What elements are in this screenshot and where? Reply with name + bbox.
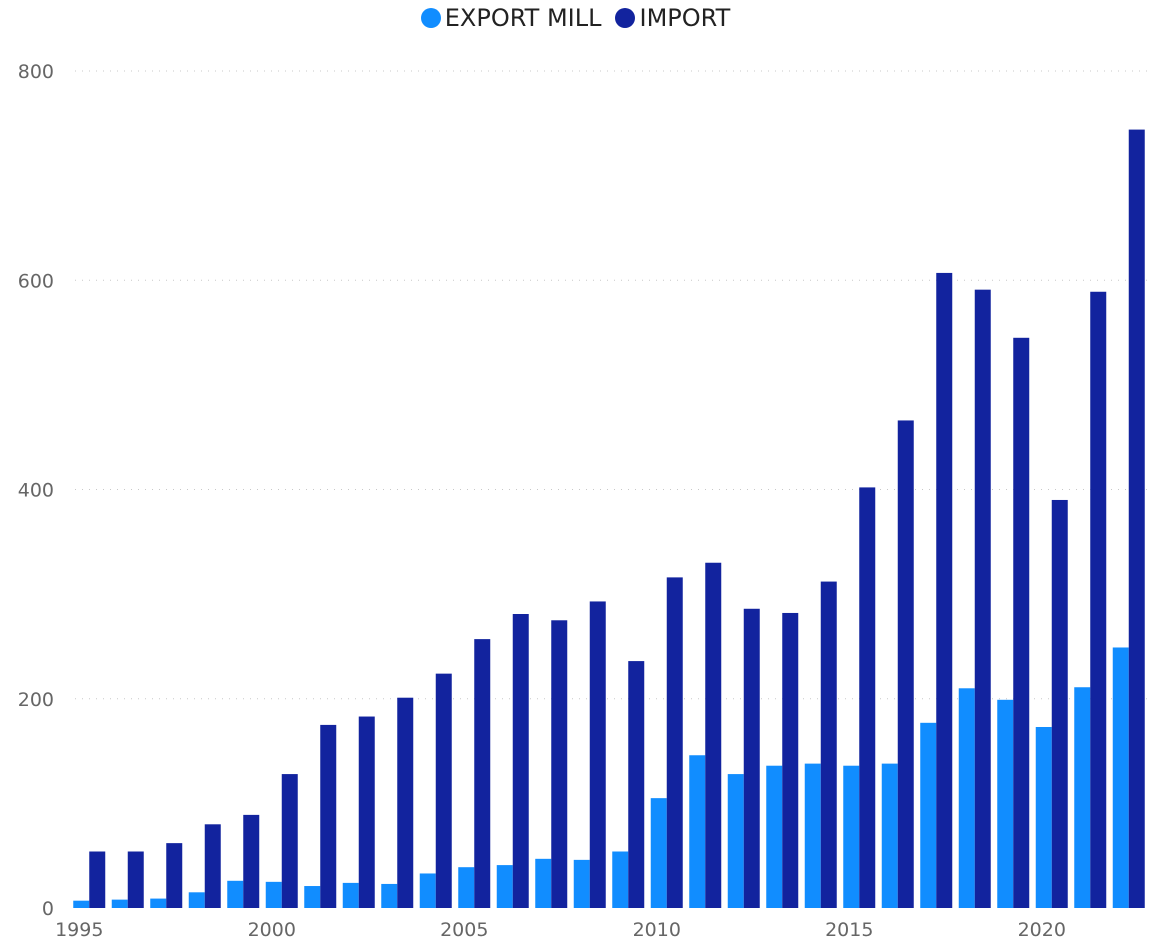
bar-export-mill-2010[interactable] xyxy=(650,798,667,908)
y-tick-label-800: 800 xyxy=(18,61,54,83)
bar-import-2015[interactable] xyxy=(859,487,876,908)
legend-label-import: IMPORT xyxy=(639,4,731,32)
bar-import-2012[interactable] xyxy=(743,608,760,908)
bar-export-mill-2001[interactable] xyxy=(304,886,321,908)
y-tick-label-200: 200 xyxy=(18,689,54,711)
bar-export-mill-2017[interactable] xyxy=(920,722,937,908)
bar-export-mill-2022[interactable] xyxy=(1112,647,1129,908)
x-tick-label-2020: 2020 xyxy=(1018,919,1066,941)
bar-import-2005[interactable] xyxy=(474,639,491,908)
bar-export-mill-2002[interactable] xyxy=(342,882,359,908)
bar-export-mill-2007[interactable] xyxy=(535,858,552,908)
bar-export-mill-2011[interactable] xyxy=(689,755,706,908)
bar-import-2011[interactable] xyxy=(705,562,722,908)
bar-import-2017[interactable] xyxy=(936,272,953,908)
legend-item-export-mill[interactable]: EXPORT MILL xyxy=(420,4,602,32)
legend: EXPORT MILL IMPORT xyxy=(0,4,1151,32)
bar-export-mill-2013[interactable] xyxy=(766,765,783,908)
legend-swatch-import xyxy=(615,8,636,28)
bar-export-mill-2015[interactable] xyxy=(843,765,860,908)
bar-export-mill-2003[interactable] xyxy=(381,883,398,908)
bar-import-2004[interactable] xyxy=(435,673,452,908)
y-tick-label-0: 0 xyxy=(42,898,54,920)
bar-import-2008[interactable] xyxy=(589,601,606,908)
bar-export-mill-2004[interactable] xyxy=(419,873,436,908)
bar-import-2001[interactable] xyxy=(320,724,337,908)
bar-export-mill-2000[interactable] xyxy=(265,881,282,908)
bar-import-2020[interactable] xyxy=(1051,499,1068,908)
bar-import-2010[interactable] xyxy=(666,577,683,908)
bar-import-2016[interactable] xyxy=(897,420,914,908)
bar-export-mill-1996[interactable] xyxy=(111,899,128,908)
bar-export-mill-2018[interactable] xyxy=(958,688,975,908)
y-tick-label-400: 400 xyxy=(18,480,54,502)
bar-export-mill-1998[interactable] xyxy=(188,892,205,908)
bar-import-2018[interactable] xyxy=(974,289,991,908)
bar-export-mill-2016[interactable] xyxy=(881,763,898,908)
bar-import-1995[interactable] xyxy=(89,851,106,908)
bar-import-2022[interactable] xyxy=(1128,129,1145,909)
bar-export-mill-2019[interactable] xyxy=(997,699,1014,908)
bar-import-1998[interactable] xyxy=(204,824,221,908)
legend-label-export-mill: EXPORT MILL xyxy=(444,4,602,32)
bar-export-mill-2012[interactable] xyxy=(727,774,744,908)
legend-item-import[interactable]: IMPORT xyxy=(615,4,730,32)
legend-swatch-export-mill xyxy=(420,8,441,28)
bar-import-1997[interactable] xyxy=(166,843,183,908)
x-tick-label-1995: 1995 xyxy=(55,919,103,941)
bar-export-mill-2005[interactable] xyxy=(458,867,475,908)
bar-export-mill-1997[interactable] xyxy=(150,898,167,908)
x-tick-label-2000: 2000 xyxy=(248,919,296,941)
bar-import-2003[interactable] xyxy=(397,697,414,908)
bar-import-2007[interactable] xyxy=(551,620,568,908)
bar-import-2013[interactable] xyxy=(782,612,799,908)
bar-export-mill-2014[interactable] xyxy=(804,763,821,908)
bar-export-mill-2009[interactable] xyxy=(612,851,629,908)
bar-import-2002[interactable] xyxy=(358,716,375,908)
bar-import-1996[interactable] xyxy=(127,851,144,908)
x-tick-label-2010: 2010 xyxy=(633,919,681,941)
bar-import-2021[interactable] xyxy=(1090,291,1107,908)
bar-import-2000[interactable] xyxy=(281,774,298,908)
bar-export-mill-2008[interactable] xyxy=(573,859,590,908)
bar-import-1999[interactable] xyxy=(243,814,260,908)
bar-export-mill-2020[interactable] xyxy=(1035,726,1052,908)
bar-import-2019[interactable] xyxy=(1013,337,1030,908)
x-tick-label-2015: 2015 xyxy=(825,919,873,941)
bar-import-2014[interactable] xyxy=(820,581,837,908)
bar-export-mill-2021[interactable] xyxy=(1074,687,1091,908)
bar-import-2006[interactable] xyxy=(512,614,529,908)
bar-export-mill-2006[interactable] xyxy=(496,865,513,908)
x-tick-label-2005: 2005 xyxy=(440,919,488,941)
y-tick-label-600: 600 xyxy=(18,270,54,292)
bar-export-mill-1999[interactable] xyxy=(227,880,244,908)
bar-import-2009[interactable] xyxy=(628,661,645,908)
bar-export-mill-1995[interactable] xyxy=(73,900,90,908)
